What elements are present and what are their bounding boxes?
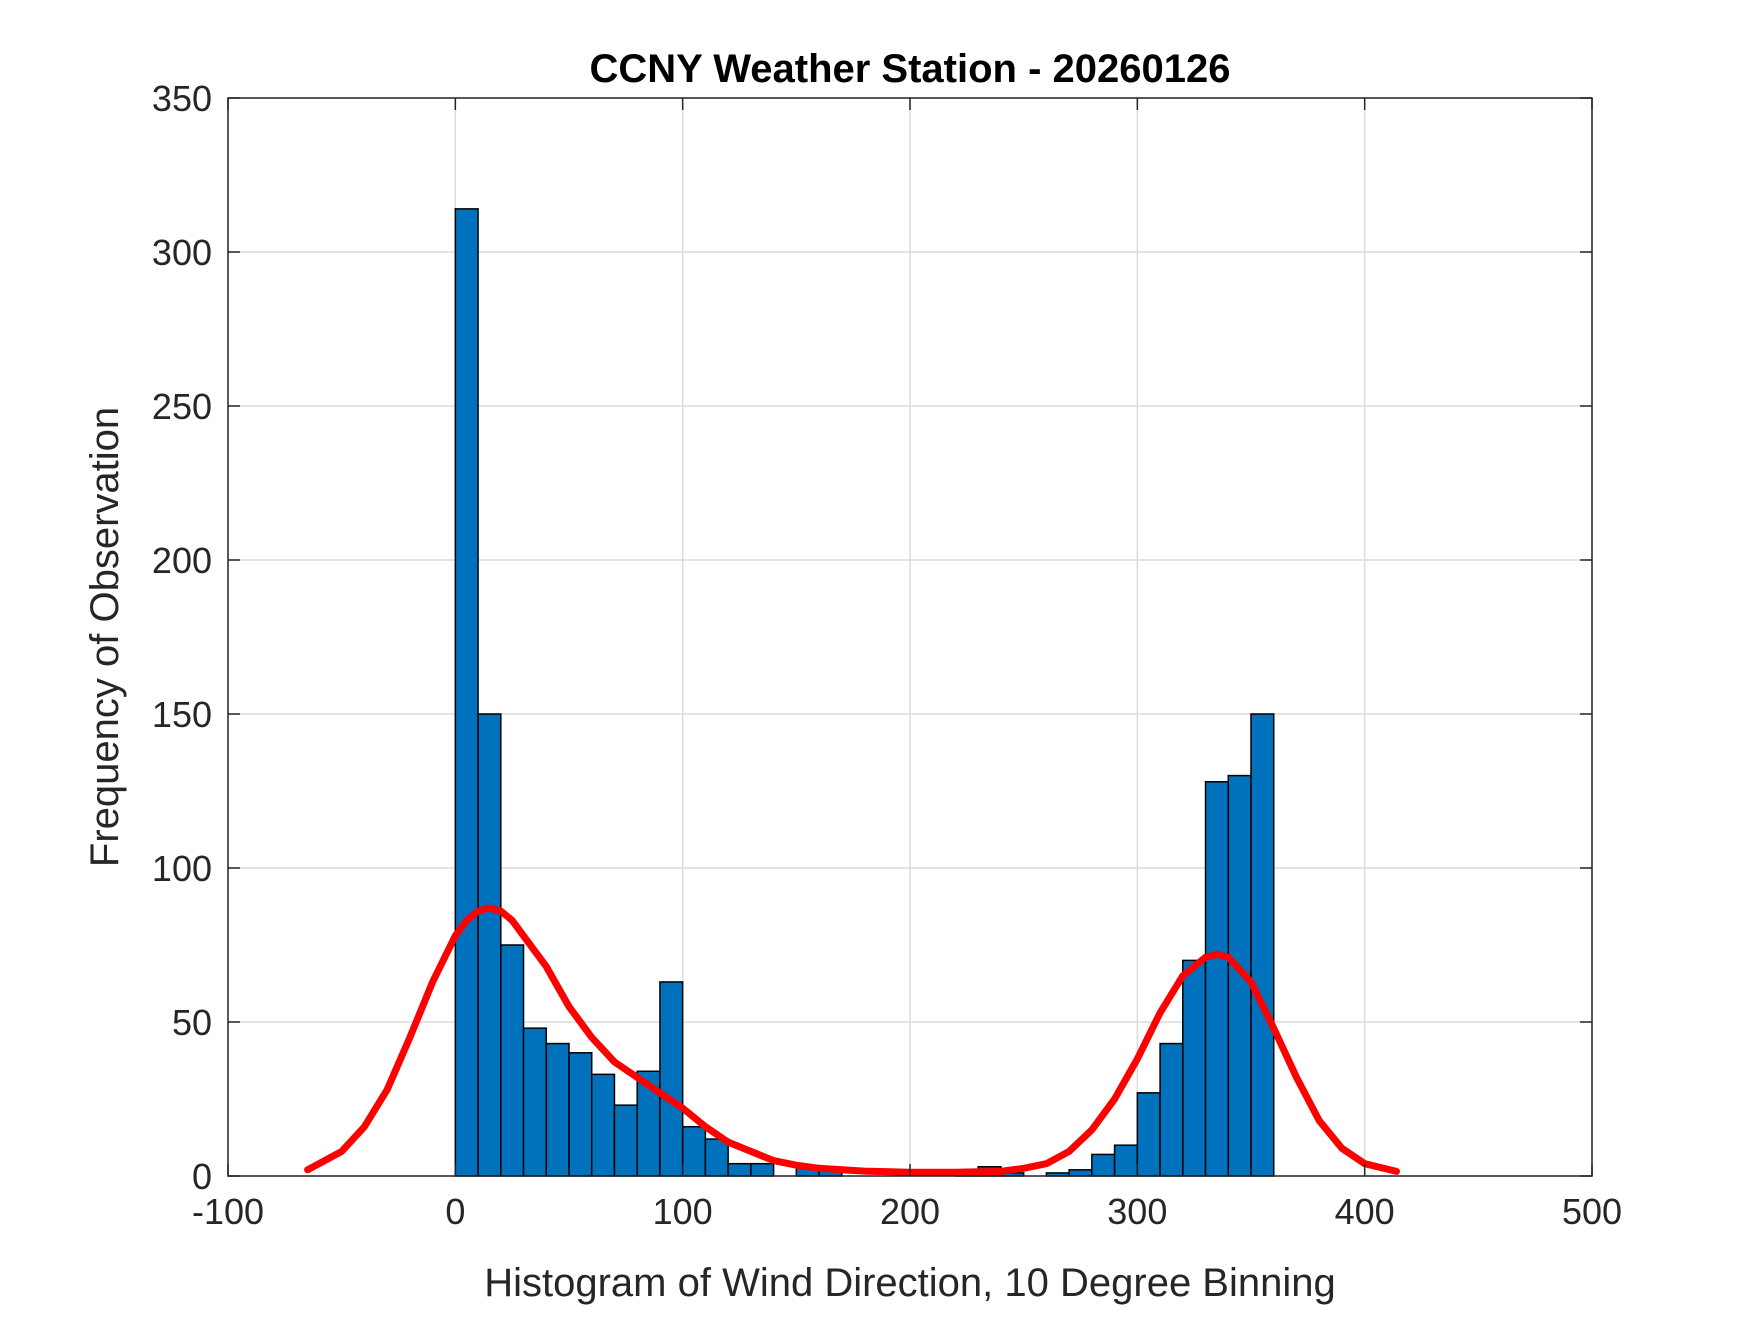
y-tick-label: 200	[152, 540, 212, 581]
y-tick-label: 250	[152, 386, 212, 427]
fitted-curve-line	[304, 904, 1400, 1176]
x-axis-label: Histogram of Wind Direction, 10 Degree B…	[484, 1261, 1336, 1305]
histogram-bar	[704, 1138, 729, 1177]
histogram-bar	[727, 1162, 752, 1177]
x-tick-labels: -100 0 100 200 300 400 500	[192, 1191, 1622, 1232]
axis-ticks	[227, 97, 1593, 1177]
chart-title: CCNY Weather Station - 20260126	[590, 47, 1231, 91]
y-tick-labels: 0 50 100 150 200 250 300 350	[152, 78, 212, 1197]
histogram-bar	[522, 1027, 548, 1177]
histogram-bar	[568, 1052, 593, 1177]
x-tick-label: 400	[1335, 1191, 1395, 1232]
y-tick-label: 350	[152, 78, 212, 119]
y-tick-label: 150	[152, 694, 212, 735]
histogram-bar	[613, 1104, 638, 1177]
histogram-bar	[1182, 959, 1207, 1177]
histogram-bar	[1136, 1092, 1161, 1177]
histogram-bar	[590, 1073, 616, 1177]
histogram-bar	[1113, 1144, 1139, 1177]
histogram-bar	[500, 944, 525, 1177]
histogram-bar	[750, 1162, 775, 1177]
x-tick-label: 500	[1562, 1191, 1622, 1232]
histogram-bar	[1068, 1169, 1093, 1177]
y-tick-label: 300	[152, 232, 212, 273]
x-tick-label: 200	[880, 1191, 940, 1232]
histogram-bar	[681, 1125, 707, 1177]
histogram-bar	[1159, 1042, 1184, 1177]
histogram-bar	[1091, 1153, 1116, 1177]
histogram-bar	[454, 208, 479, 1177]
y-tick-label: 50	[172, 1002, 212, 1043]
histogram-bars	[454, 208, 1275, 1177]
y-tick-label: 0	[192, 1156, 212, 1197]
histogram-bar	[1204, 781, 1230, 1177]
y-axis-label: Frequency of Observation	[83, 407, 127, 867]
x-tick-label: -100	[192, 1191, 264, 1232]
y-tick-label: 100	[152, 848, 212, 889]
histogram-bar	[659, 981, 684, 1177]
histogram-bar	[545, 1042, 570, 1177]
x-tick-label: 300	[1107, 1191, 1167, 1232]
x-tick-label: 0	[445, 1191, 465, 1232]
histogram-bar	[477, 713, 502, 1177]
histogram-bar	[1250, 713, 1275, 1177]
x-tick-label: 100	[653, 1191, 713, 1232]
